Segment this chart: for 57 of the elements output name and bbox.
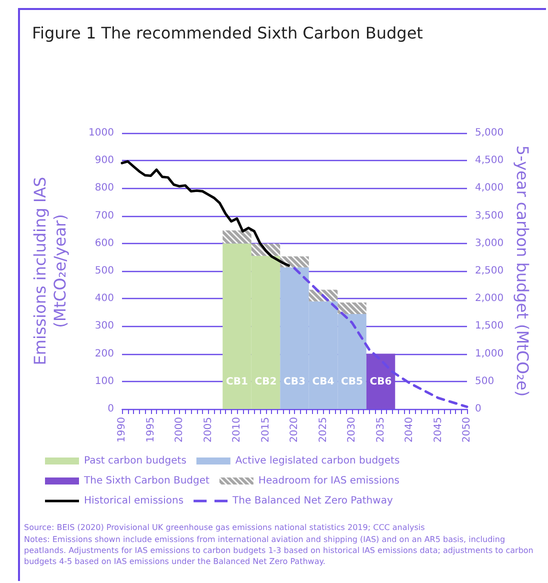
y2-tick-label: 1,500 bbox=[475, 320, 504, 332]
bar bbox=[338, 302, 366, 314]
legend-label: Active legislated carbon budgets bbox=[235, 456, 400, 466]
text: Notes: Emissions shown include emissions from international aviation and shipping (IAS) and on an AR5 basis, including peatlands. Adjustments for IAS emissions to carbon budgets 1-3 based on historical IAS emissions data; adjustments to carbon budgets 4-5 based on IAS emissions under the Balanced Net Zero Pathway. bbox=[24, 535, 536, 566]
x-tick-label: 2045 bbox=[432, 417, 444, 442]
data-label: CB4 bbox=[312, 376, 334, 388]
y2-tick-label: 500 bbox=[475, 376, 494, 387]
y2-tick-label: 3,500 bbox=[475, 210, 504, 222]
legend-label: The Sixth Carbon Budget bbox=[83, 476, 210, 486]
y2-tick-label: 2,500 bbox=[475, 266, 504, 276]
legend-label: The Balanced Net Zero Pathway bbox=[232, 496, 393, 506]
data-label: CB2 bbox=[254, 376, 277, 388]
bar bbox=[222, 230, 252, 244]
x-tick-label: 2040 bbox=[404, 417, 415, 442]
bar bbox=[280, 256, 309, 268]
y2-tick-label: 4,000 bbox=[475, 182, 504, 194]
x-tick-label: 2010 bbox=[232, 417, 242, 442]
legend-label: Headroom for IAS emissions bbox=[258, 476, 400, 486]
x-tick-label: 1995 bbox=[145, 417, 156, 442]
y-tick-label: 400 bbox=[94, 293, 114, 304]
y-tick-label: 900 bbox=[94, 155, 114, 166]
y-tick-label: 600 bbox=[94, 238, 114, 249]
x-tick-label: 2025 bbox=[318, 417, 329, 442]
y-tick-label: 0 bbox=[108, 404, 114, 414]
legend-label: Past carbon budgets bbox=[84, 456, 186, 466]
x-tick-label: 2020 bbox=[289, 417, 300, 442]
y-tick-label: 300 bbox=[94, 320, 114, 332]
y-tick-label: 800 bbox=[94, 182, 114, 194]
y2-tick-label: 5,000 bbox=[475, 128, 504, 138]
y2-axis-title: 5-year carbon budget (MtCO₂e) bbox=[513, 145, 532, 397]
data-label: CB1 bbox=[226, 376, 248, 388]
x-tick-label: 1990 bbox=[116, 417, 128, 442]
x-tick-label: 2005 bbox=[202, 417, 214, 442]
y2-tick-label: 1,000 bbox=[475, 348, 504, 360]
y-tick-label: 100 bbox=[94, 376, 114, 387]
source-note: Source: BEIS (2020) Provisional UK greenhouse gas emissions national statistics 2019; CCC analysis bbox=[24, 523, 425, 532]
y-tick-label: 500 bbox=[94, 266, 114, 276]
line-series bbox=[120, 160, 290, 267]
data-label: CB5 bbox=[341, 376, 363, 388]
data-label: CB3 bbox=[284, 376, 306, 388]
y-tick-label: 1000 bbox=[88, 128, 114, 138]
x-tick-label: 2015 bbox=[260, 417, 272, 442]
y-axis-title: Emissions including IAS (MtCO₂e/year) bbox=[30, 176, 70, 366]
bar bbox=[308, 290, 338, 302]
y2-tick-label: 3,000 bbox=[475, 238, 504, 249]
x-tick-label: 2050 bbox=[462, 417, 472, 442]
y-tick-label: 200 bbox=[94, 348, 114, 360]
y-tick-label: 700 bbox=[94, 210, 114, 222]
legend-label: Historical emissions bbox=[84, 496, 184, 506]
y2-tick-label: 4,500 bbox=[475, 155, 504, 166]
x-tick-label: 2035 bbox=[375, 417, 386, 442]
chart-title: Figure 1 The recommended Sixth Carbon Budget bbox=[32, 24, 423, 42]
x-tick-label: 2000 bbox=[174, 417, 185, 442]
y2-tick-label: 2,000 bbox=[475, 293, 504, 304]
data-label: CB6 bbox=[370, 376, 392, 388]
y2-tick-label: 0 bbox=[475, 404, 482, 414]
x-tick-label: 2030 bbox=[346, 417, 358, 442]
